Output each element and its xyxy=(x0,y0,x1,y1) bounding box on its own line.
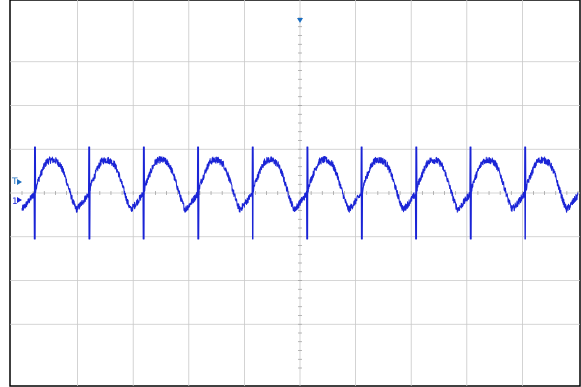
channel-1-label: 1 xyxy=(12,197,18,207)
center-ticks xyxy=(21,17,579,369)
trigger-level-arrow-icon xyxy=(17,179,22,185)
trigger-position-marker xyxy=(297,18,303,23)
marker-group: T 1 xyxy=(11,18,303,207)
channel-1-ground-arrow-icon xyxy=(17,197,22,203)
trigger-level-label: T xyxy=(11,177,18,187)
channel-1-trace xyxy=(21,146,579,240)
